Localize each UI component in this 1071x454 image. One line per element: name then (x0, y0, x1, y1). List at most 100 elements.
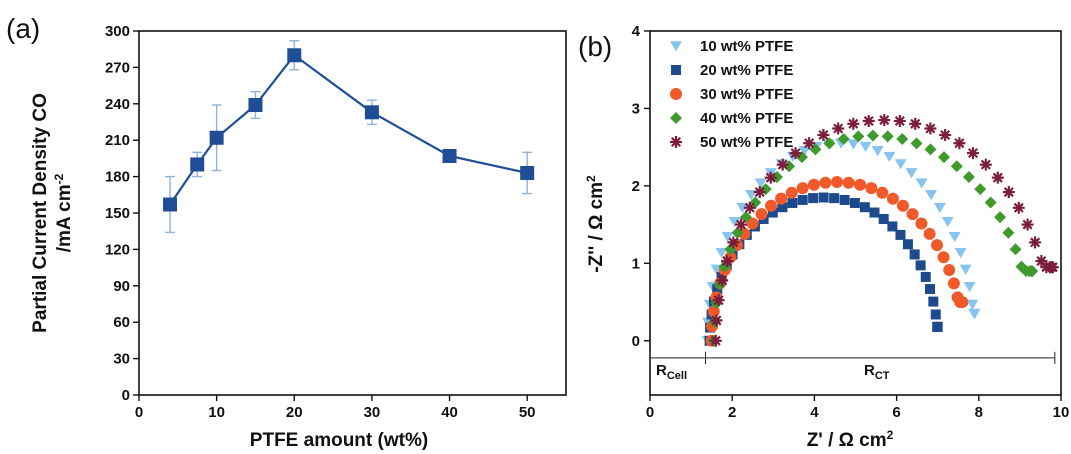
data-point (712, 294, 725, 307)
data-point (939, 128, 952, 141)
data-point (953, 137, 966, 150)
data-point (947, 277, 960, 290)
y-tick-label: 120 (105, 241, 130, 258)
data-point (943, 264, 956, 277)
legend-marker (670, 41, 682, 52)
data-point (823, 137, 836, 150)
data-point (248, 98, 263, 113)
data-point (966, 299, 979, 310)
panel-a-chart: (a) 0 10 20 30 40 50 0 30 60 90 120 150 180 210 240 270… (6, 13, 567, 451)
legend-label: 10 wt% PTFE (700, 38, 793, 55)
data-point (785, 186, 798, 199)
data-point (787, 197, 798, 208)
data-point (1046, 261, 1059, 274)
data-point (933, 202, 946, 214)
data-point (712, 284, 723, 295)
x-tick-label: 10 (208, 404, 225, 421)
data-point (842, 176, 855, 189)
x-tick-label: 6 (892, 404, 900, 421)
data-point (767, 207, 778, 218)
data-point (869, 207, 880, 218)
legend-label: 50 wt% PTFE (700, 134, 793, 151)
data-point (364, 105, 379, 120)
data-point (881, 130, 894, 143)
data-point (817, 128, 830, 141)
panel-a-y-unit-exponent: -2 (52, 173, 66, 184)
data-point (878, 213, 889, 224)
data-point (883, 151, 896, 163)
data-point (909, 117, 922, 130)
y-tick-label: 30 (113, 351, 130, 368)
data-point (910, 137, 923, 150)
y-tick-label: 0 (122, 387, 130, 404)
data-point (754, 178, 767, 189)
data-point (924, 122, 937, 135)
data-point (831, 176, 844, 189)
data-point (721, 255, 734, 268)
data-point (764, 171, 777, 184)
data-point (775, 192, 788, 205)
data-point (807, 178, 820, 191)
data-point (746, 217, 759, 230)
panel-a-y-axis-label: Partial Current Density CO /mA cm-2 (30, 93, 75, 333)
data-point (776, 158, 789, 171)
data-point (930, 309, 941, 320)
data-point (849, 197, 860, 208)
data-point (709, 334, 722, 347)
panel-b-legend: 10 wt% PTFE 20 wt% PTFE 30 wt% PTFE 40 wt% … (670, 38, 793, 151)
data-point (832, 122, 845, 135)
data-point (819, 176, 832, 189)
data-point (859, 202, 870, 213)
panel-a-x-axis-label: PTFE amount (wt%) (250, 430, 428, 451)
data-point (893, 115, 906, 128)
series-line (169, 53, 528, 206)
data-point (1009, 243, 1022, 256)
data-point (932, 321, 943, 332)
data-point (715, 247, 728, 259)
y-tick-label: 240 (105, 96, 130, 113)
x-tick-label: 4 (810, 404, 819, 421)
x-tick-label: 8 (975, 404, 983, 421)
legend-marker (670, 136, 682, 148)
y-tick-label: 270 (105, 59, 130, 76)
data-point (796, 182, 809, 195)
data-point (974, 183, 987, 196)
data-point (442, 148, 457, 163)
panel-b-points (701, 114, 1059, 347)
data-point (931, 239, 944, 252)
data-point (895, 229, 906, 240)
data-point (520, 165, 535, 180)
data-point (755, 208, 768, 221)
y-tick-label: 210 (105, 132, 130, 149)
y-tick-label: 3 (632, 100, 640, 117)
data-point (797, 194, 808, 205)
panel-a-points (163, 48, 535, 212)
data-point (924, 143, 937, 156)
data-point (937, 251, 950, 264)
data-point (862, 115, 875, 128)
data-point (925, 190, 938, 201)
data-point (896, 133, 909, 146)
data-point (915, 178, 928, 189)
data-point (866, 129, 879, 142)
data-point (928, 296, 939, 307)
panel-a-ticks: 0 10 20 30 40 50 0 30 60 90 120 150 180 210 240 270 300 (105, 23, 536, 421)
data-point (818, 192, 829, 203)
data-point (915, 217, 928, 230)
data-point (753, 186, 766, 199)
panel-b-y-axis-label: -Z'' / Ω cm2 (584, 175, 607, 273)
legend-label: 20 wt% PTFE (700, 62, 793, 79)
data-point (739, 211, 752, 224)
data-point (847, 139, 860, 150)
y-tick-label: 2 (632, 178, 640, 195)
data-point (956, 296, 969, 309)
data-point (777, 202, 788, 213)
data-point (859, 141, 872, 153)
data-point (994, 211, 1007, 224)
data-point (837, 133, 850, 146)
data-point (950, 160, 963, 173)
data-point (854, 178, 867, 191)
panel-a-y-unit: /mA cm (54, 184, 75, 252)
data-point (734, 218, 747, 231)
